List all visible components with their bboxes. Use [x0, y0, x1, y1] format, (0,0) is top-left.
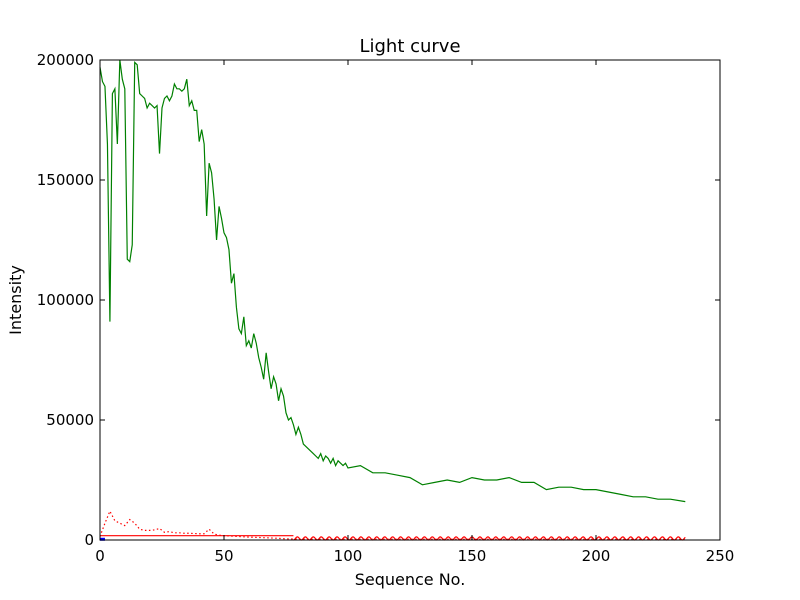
- y-tick-label: 0: [84, 531, 94, 549]
- series-line-1: [99, 509, 686, 540]
- y-tick-label: 50000: [46, 411, 94, 429]
- chart-title: Light curve: [359, 36, 460, 57]
- series-line-3: [293, 536, 686, 541]
- x-tick-label: 100: [334, 547, 363, 565]
- x-tick-label: 50: [214, 547, 233, 565]
- series-line-0: [99, 59, 686, 503]
- y-tick-label: 100000: [37, 291, 94, 309]
- y-axis-title: Intensity: [6, 265, 25, 335]
- x-tick-label: 200: [582, 547, 611, 565]
- y-tick-label: 200000: [37, 51, 94, 69]
- x-tick-label: 150: [458, 547, 487, 565]
- x-axis-title: Sequence No.: [355, 570, 466, 589]
- plot-frame: [99, 59, 721, 541]
- x-tick-label: 0: [95, 547, 105, 565]
- series-layer: [99, 59, 686, 541]
- x-tick-label: 250: [706, 547, 735, 565]
- ticks-layer: 0 50 100 150 200 250 0 50000 100000 150000 200000: [37, 51, 735, 565]
- y-tick-label: 150000: [37, 171, 94, 189]
